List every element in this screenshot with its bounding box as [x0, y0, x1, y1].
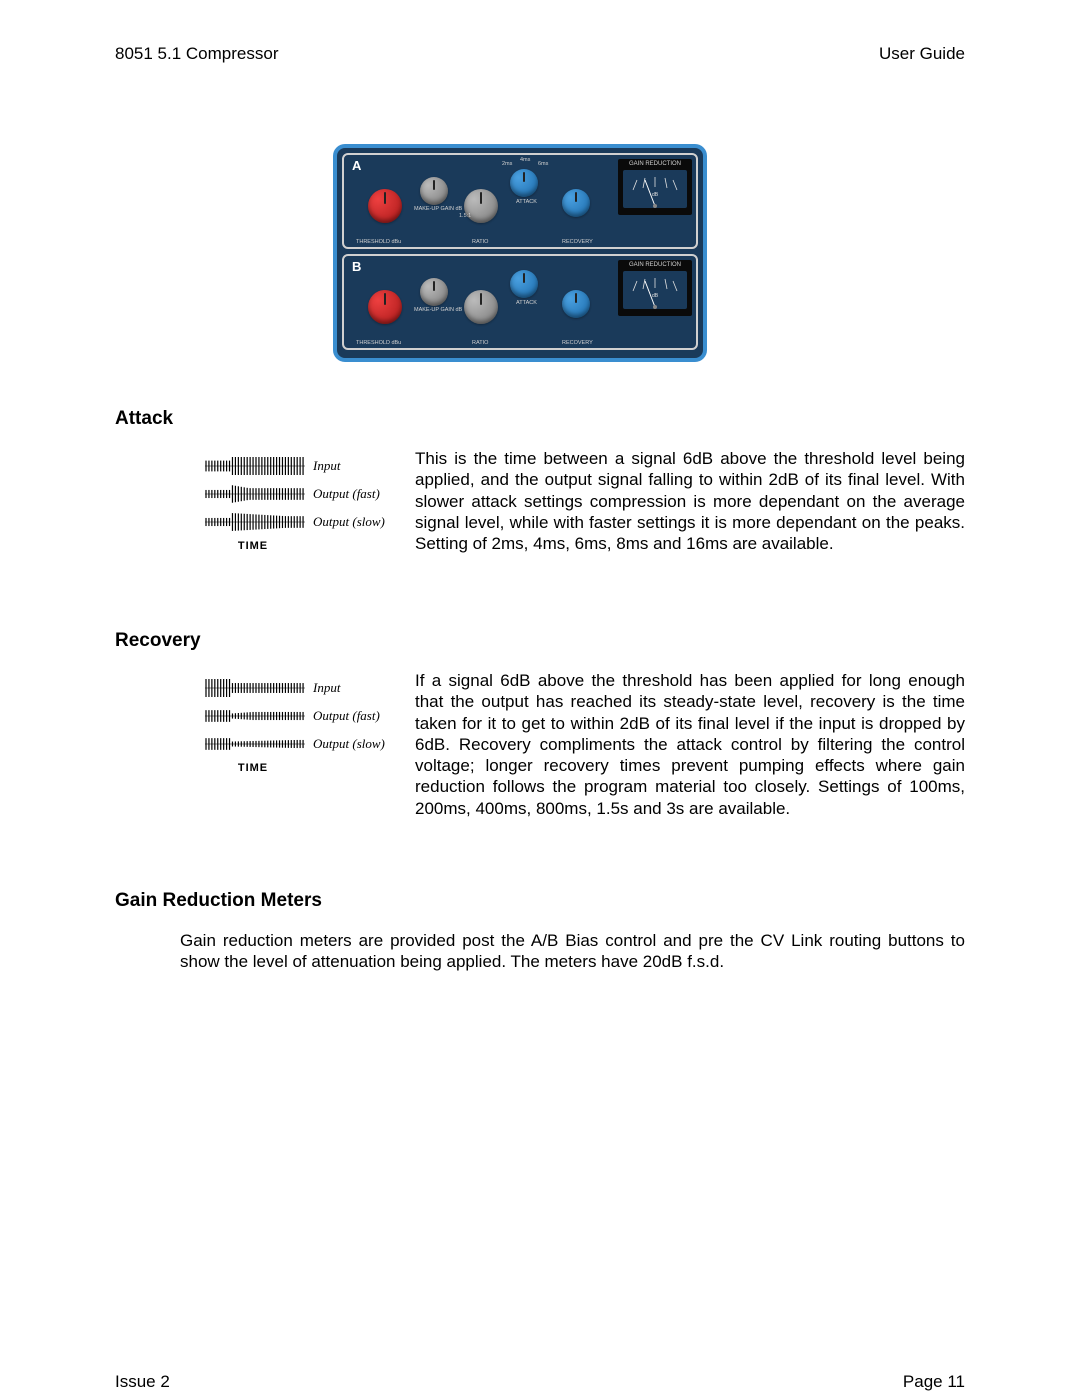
diagram-output-fast-label: Output (fast) [313, 486, 380, 502]
attack-tick-4ms: 4ms [520, 157, 530, 163]
ratio-knob [464, 290, 498, 324]
recovery-knob [562, 290, 590, 318]
diagram-input-label: Input [313, 458, 340, 474]
meter-unit: dB [652, 192, 659, 198]
threshold-knob [368, 290, 402, 324]
time-axis-label: TIME [223, 540, 283, 552]
ratio-label: RATIO [472, 340, 488, 346]
attack-tick-2ms: 2ms [502, 161, 512, 167]
channel-b-label: B [350, 259, 363, 274]
makeup-label: MAKE-UP GAIN dB [414, 308, 462, 314]
recovery-label: RECOVERY [562, 340, 593, 346]
header-right: User Guide [879, 44, 965, 64]
attack-knob [510, 169, 538, 197]
channel-a-box: A THRESHOLD dBu MAKE-UP GAIN dB RATIO AT… [342, 153, 698, 249]
recovery-heading: Recovery [115, 630, 965, 652]
recovery-output-fast-waveform [205, 706, 305, 726]
page-footer: Issue 2 Page 11 [115, 1372, 965, 1392]
threshold-label: THRESHOLD dBu [356, 340, 401, 346]
header-left: 8051 5.1 Compressor [115, 44, 278, 64]
recovery-output-slow-waveform [205, 734, 305, 754]
makeup-gain-knob [420, 177, 448, 205]
attack-output-slow-waveform [205, 512, 305, 532]
page-header: 8051 5.1 Compressor User Guide [115, 44, 965, 64]
meter-title: GAIN REDUCTION [618, 161, 692, 167]
meter-face: dB [623, 170, 687, 208]
recovery-input-waveform [205, 678, 305, 698]
attack-label: ATTACK [516, 199, 537, 205]
compressor-panel: A THRESHOLD dBu MAKE-UP GAIN dB RATIO AT… [333, 144, 707, 362]
threshold-label: THRESHOLD dBu [356, 239, 401, 245]
channel-a-label: A [350, 158, 363, 173]
meter-title: GAIN REDUCTION [618, 262, 692, 268]
recovery-label: RECOVERY [562, 239, 593, 245]
attack-section: Attack Input Output (fast) Output (slow)… [115, 408, 965, 554]
channel-b-box: B THRESHOLD dBu MAKE-UP GAIN dB RATIO AT… [342, 254, 698, 350]
recovery-diagram: Input Output (fast) Output (slow) TIME [115, 670, 385, 819]
diagram-output-slow-label: Output (slow) [313, 514, 385, 530]
gain-meters-heading: Gain Reduction Meters [115, 890, 965, 912]
attack-tick-6ms: 6ms [538, 161, 548, 167]
footer-right: Page 11 [903, 1372, 965, 1392]
time-axis-label: TIME [223, 762, 283, 774]
ratio-tick-min: 1.5:1 [459, 213, 471, 219]
attack-label: ATTACK [516, 300, 537, 306]
ratio-label: RATIO [472, 239, 488, 245]
gain-reduction-meters-section: Gain Reduction Meters Gain reduction met… [115, 890, 965, 973]
diagram-input-label: Input [313, 680, 340, 696]
gain-meters-body: Gain reduction meters are provided post … [180, 930, 965, 973]
attack-input-waveform [205, 456, 305, 476]
recovery-knob [562, 189, 590, 217]
diagram-output-fast-label: Output (fast) [313, 708, 380, 724]
attack-knob [510, 270, 538, 298]
meter-face: dB [623, 271, 687, 309]
gain-reduction-meter-b: GAIN REDUCTION dB [618, 260, 692, 316]
recovery-body: If a signal 6dB above the threshold has … [415, 670, 965, 819]
attack-heading: Attack [115, 408, 965, 430]
recovery-section: Recovery Input Output (fast) Output (slo… [115, 630, 965, 819]
makeup-label: MAKE-UP GAIN dB [414, 207, 462, 213]
footer-left: Issue 2 [115, 1372, 170, 1392]
svg-text:dB: dB [652, 293, 659, 299]
diagram-output-slow-label: Output (slow) [313, 736, 385, 752]
attack-output-fast-waveform [205, 484, 305, 504]
threshold-knob [368, 189, 402, 223]
attack-body: This is the time between a signal 6dB ab… [415, 448, 965, 554]
attack-diagram: Input Output (fast) Output (slow) TIME [115, 448, 385, 554]
gain-reduction-meter-a: GAIN REDUCTION dB [618, 159, 692, 215]
makeup-gain-knob [420, 278, 448, 306]
